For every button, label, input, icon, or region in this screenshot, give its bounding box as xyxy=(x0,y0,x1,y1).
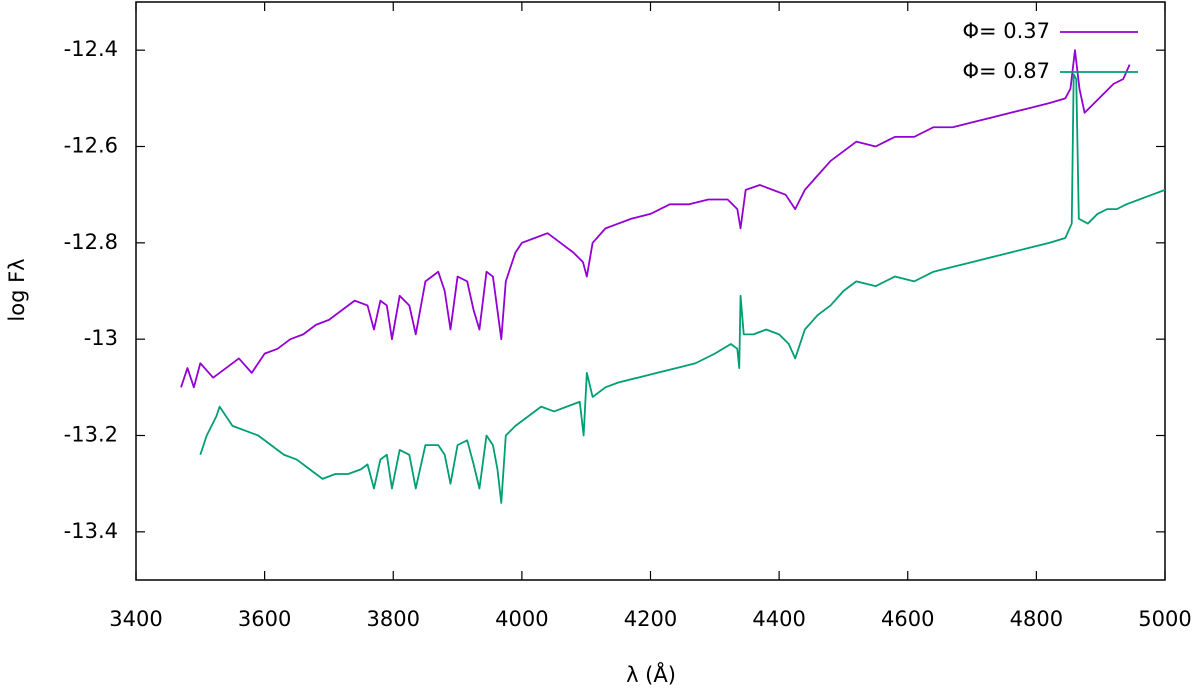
x-tick-label: 5000 xyxy=(1138,607,1191,631)
x-tick-label: 4800 xyxy=(1010,607,1063,631)
x-tick-label: 4200 xyxy=(624,607,677,631)
x-tick-label: 4600 xyxy=(881,607,934,631)
y-tick-label: -12.8 xyxy=(64,230,118,254)
x-tick-label: 3400 xyxy=(109,607,162,631)
y-tick-label: -13 xyxy=(84,326,118,350)
x-tick-label: 3600 xyxy=(238,607,291,631)
plot-frame xyxy=(135,1,1166,581)
legend-label: Φ= 0.87 xyxy=(962,59,1050,83)
y-axis-label: log Fλ xyxy=(5,258,29,321)
x-tick-label: 3800 xyxy=(367,607,420,631)
spectrum-line xyxy=(180,49,1131,389)
y-tick-label: -12.6 xyxy=(64,134,118,158)
x-axis-label: λ (Å) xyxy=(626,661,676,687)
y-tick-label: -12.4 xyxy=(64,37,118,61)
x-tick-label: 4400 xyxy=(752,607,805,631)
x-tick-label: 4000 xyxy=(495,607,548,631)
spectrum-line xyxy=(199,73,1166,504)
legend-label: Φ= 0.37 xyxy=(962,19,1050,43)
y-tick-label: -13.4 xyxy=(64,519,118,543)
y-tick-label: -13.2 xyxy=(64,423,118,447)
